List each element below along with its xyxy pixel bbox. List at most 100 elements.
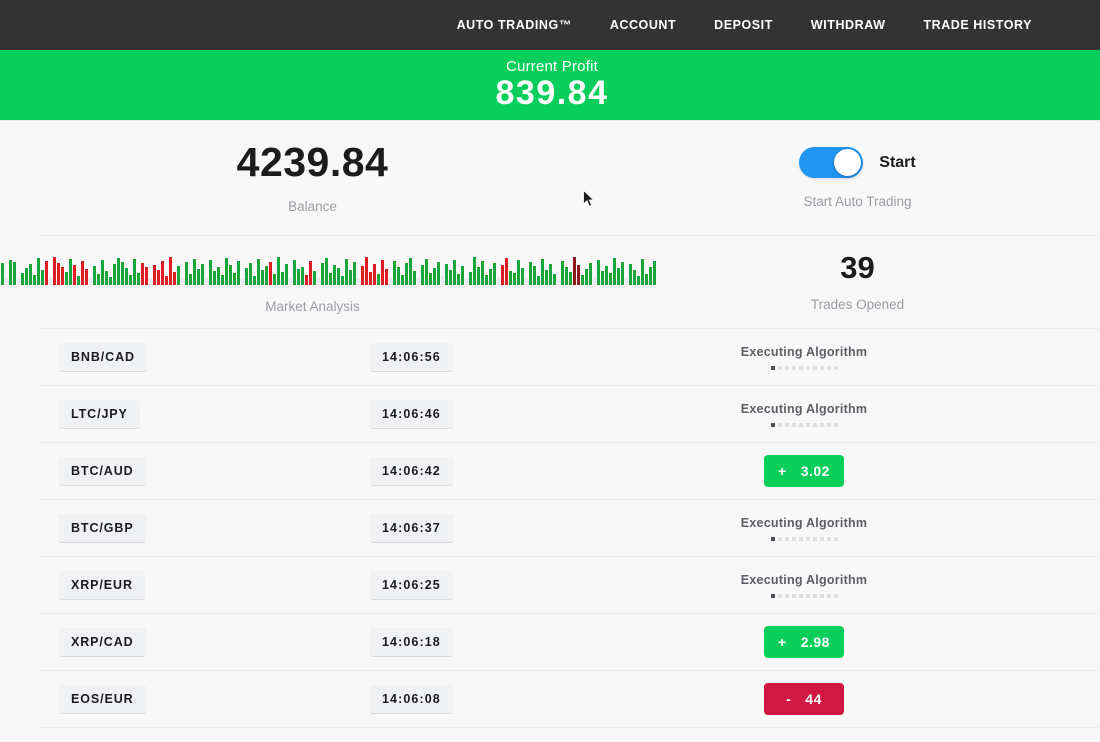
trade-timestamp-chip: 14:06:18 [370, 627, 453, 657]
currency-pair-chip[interactable]: BTC/AUD [59, 456, 146, 486]
currency-pair-chip[interactable]: EOS/EUR [59, 684, 146, 714]
progress-dots [770, 593, 838, 598]
trades-opened-cell: 39 Trades Opened [625, 252, 1100, 312]
market-bar [9, 259, 12, 285]
market-bar [653, 260, 656, 285]
market-bar [641, 258, 644, 285]
trade-status-cell: +3.02 [670, 455, 1100, 487]
market-bar [633, 269, 636, 285]
trade-timestamp-chip: 14:06:37 [370, 513, 453, 543]
market-bar [325, 257, 328, 285]
market-bar [317, 276, 320, 285]
profit-badge: +3.02 [764, 455, 844, 487]
currency-pair-chip[interactable]: LTC/JPY [59, 399, 140, 429]
progress-dot [784, 593, 789, 598]
market-bar [249, 262, 252, 285]
market-bar [645, 273, 648, 285]
trade-pair-cell: BNB/CAD [40, 342, 370, 372]
progress-dot [791, 365, 796, 370]
progress-dot [826, 593, 831, 598]
market-bar [117, 257, 120, 285]
market-bar [529, 261, 532, 285]
market-bar [313, 270, 316, 285]
trade-status-cell: Executing Algorithm [670, 573, 1100, 598]
progress-dots [770, 422, 838, 427]
market-bar [205, 276, 208, 285]
market-bar [397, 266, 400, 285]
progress-dot [791, 536, 796, 541]
currency-pair-chip[interactable]: BTC/GBP [59, 513, 146, 543]
market-bar [345, 258, 348, 285]
nav-trade-history[interactable]: TRADE HISTORY [923, 18, 1032, 32]
trade-timestamp-chip: 14:06:08 [370, 684, 453, 714]
market-bar [621, 261, 624, 285]
market-bar [45, 260, 48, 285]
market-bar [189, 273, 192, 285]
market-bar [309, 260, 312, 285]
market-bar [557, 278, 560, 285]
market-bar [637, 275, 640, 285]
trade-time-cell: 14:06:18 [370, 627, 670, 657]
nav-withdraw[interactable]: WITHDRAW [810, 18, 886, 32]
progress-dot [812, 422, 817, 427]
nav-auto-trading[interactable]: AUTO TRADING™ [456, 18, 572, 32]
market-bar [21, 272, 24, 285]
auto-trading-toggle-cell: Start Start Auto Trading [625, 147, 1100, 209]
market-bar [549, 263, 552, 285]
market-bar [577, 264, 580, 285]
result-sign: + [778, 634, 787, 650]
currency-pair-chip[interactable]: BNB/CAD [59, 342, 147, 372]
stats-row-market: Market Analysis 39 Trades Opened [0, 236, 1100, 328]
executing-algorithm-label: Executing Algorithm [740, 515, 868, 530]
result-value: 2.98 [800, 634, 830, 650]
market-bar [497, 276, 500, 285]
market-bar [165, 275, 168, 285]
nav-deposit[interactable]: DEPOSIT [714, 18, 773, 32]
market-bar [301, 266, 304, 285]
market-bar [157, 269, 160, 285]
currency-pair-chip[interactable]: XRP/CAD [59, 627, 146, 657]
market-bar [169, 256, 172, 285]
progress-dot [784, 422, 789, 427]
market-bar [145, 266, 148, 285]
market-bar [85, 268, 88, 285]
market-bar [201, 263, 204, 285]
nav-account[interactable]: ACCOUNT [609, 18, 677, 32]
market-bar [329, 272, 332, 285]
progress-dot [798, 365, 803, 370]
market-bar [417, 277, 420, 285]
auto-trading-toggle[interactable] [799, 147, 864, 178]
progress-dot [784, 365, 789, 370]
currency-pair-chip[interactable]: XRP/EUR [59, 570, 145, 600]
progress-dot [819, 536, 824, 541]
stats-divider [40, 235, 1100, 236]
market-bar [569, 271, 572, 285]
trade-status-cell: -44 [670, 683, 1100, 715]
progress-dot [833, 422, 838, 427]
progress-dot [784, 536, 789, 541]
market-bar [13, 261, 16, 285]
market-bar [441, 275, 444, 285]
toggle-sub-label: Start Auto Trading [803, 194, 912, 209]
market-bar [573, 256, 576, 285]
market-bar [193, 258, 196, 285]
market-bar [77, 275, 80, 285]
market-bar [545, 269, 548, 285]
market-bar [617, 267, 620, 285]
progress-dot [819, 593, 824, 598]
result-sign: - [786, 691, 792, 707]
progress-dot [770, 593, 775, 598]
market-bar [285, 263, 288, 285]
stats-row-balance: 4239.84 Balance Start Start Auto Trading [0, 121, 1100, 235]
market-analysis-cell: Market Analysis [0, 251, 656, 314]
progress-dot [777, 536, 782, 541]
top-navigation-bar: AUTO TRADING™ ACCOUNT DEPOSIT WITHDRAW TRADE… [0, 0, 1100, 50]
market-bar [429, 272, 432, 285]
market-bar [253, 275, 256, 285]
executing-algorithm-label: Executing Algorithm [740, 344, 868, 359]
progress-dots [770, 536, 838, 541]
market-bar [109, 276, 112, 285]
market-bar [241, 278, 244, 285]
market-bar [461, 265, 464, 285]
